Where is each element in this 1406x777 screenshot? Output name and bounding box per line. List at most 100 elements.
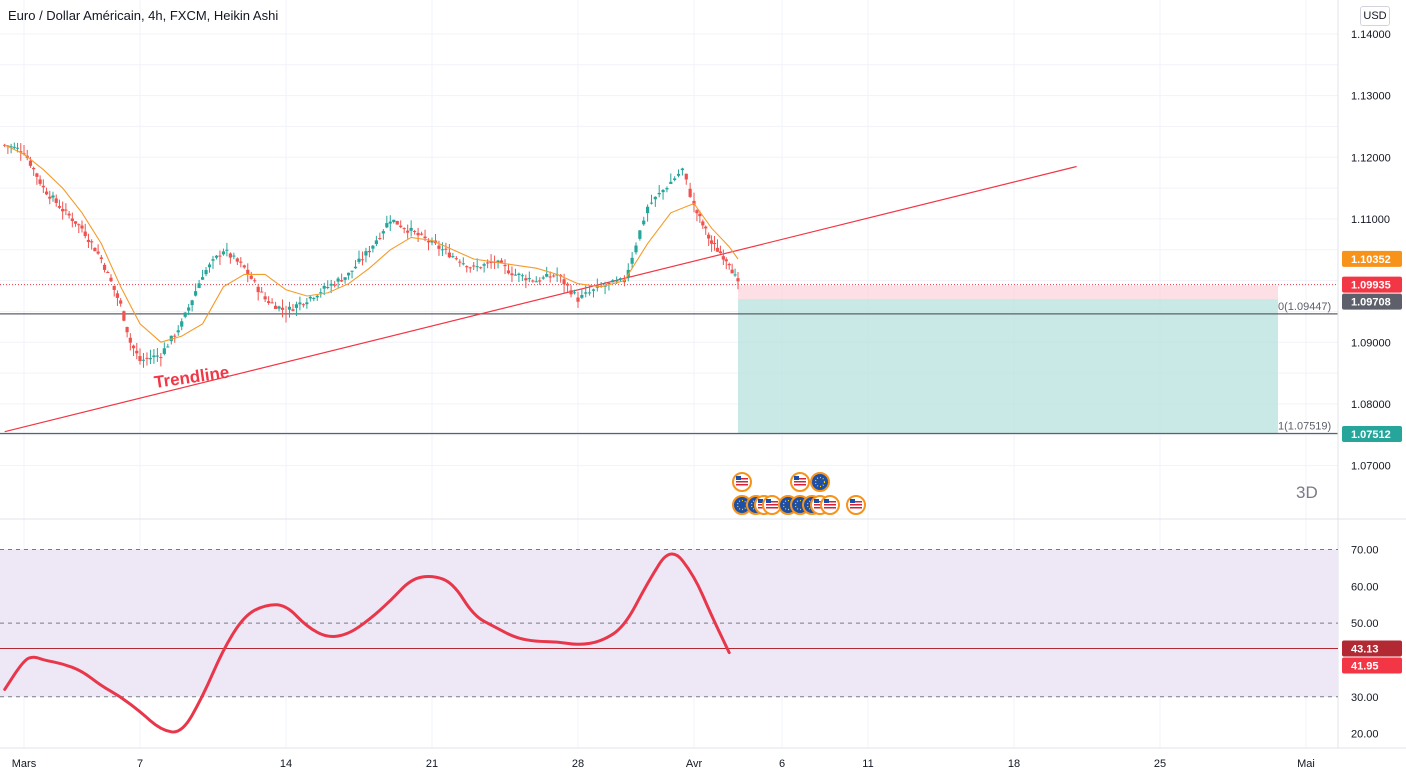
candle-body [183,312,187,317]
candle-body [701,221,705,226]
candle-body [724,259,728,262]
candle-body [301,304,305,306]
rsi-axis-tick: 60.00 [1351,581,1379,593]
candle-body [155,355,159,357]
candle-body [444,248,448,250]
candle-body [406,230,410,233]
us-event-icon[interactable] [820,495,840,515]
candle-body [736,278,740,282]
candle-body [353,266,358,269]
candle-body [496,260,500,263]
price-axis-tick: 1.08000 [1351,399,1391,411]
candle-body [135,350,139,354]
rsi-line[interactable] [3,552,731,734]
candle-body [698,213,702,217]
candle-body [284,313,288,315]
candle-body [41,185,45,188]
candle-body [461,263,465,265]
candle-body [141,359,146,361]
timeframe-label: 3D [1296,483,1318,502]
candle-body [646,206,650,214]
time-axis-tick: 25 [1154,758,1166,770]
candle-body [138,356,142,362]
candle-body [159,357,163,359]
candle-body [458,261,462,263]
candle-body [565,283,570,286]
candle-body [128,337,132,343]
price-tag [1342,426,1402,443]
candle-body [657,192,661,195]
candle-body [364,251,368,256]
candle-body [580,295,584,298]
candle-body [591,289,596,291]
candle-body [315,295,319,298]
candle-body [479,267,483,269]
take-profit-zone[interactable] [738,299,1278,434]
candle-body [572,292,577,294]
trendline-label: Trendline [153,363,230,392]
candle-body [106,271,110,273]
trendline[interactable] [4,165,1077,433]
candle-body [336,278,340,282]
candle-body [239,261,243,263]
candle-body [346,272,351,276]
time-axis-tick: Avr [686,758,703,770]
candle-body [388,221,392,224]
us-event-icon[interactable] [732,472,752,492]
candle-body [305,302,309,305]
price-axis-tick: 1.14000 [1351,29,1391,41]
candle-body [204,270,208,275]
candle-body [86,239,91,242]
time-axis-tick: 28 [572,758,584,770]
candle-body [718,251,722,254]
candle-body [584,292,588,294]
candle-body [419,233,424,235]
us-event-icon[interactable] [790,472,810,492]
candle-body [618,278,623,280]
currency-selector[interactable]: USD [1360,6,1390,26]
candle-body [343,277,347,280]
candle-body [152,355,156,358]
candle-body [423,236,427,239]
candle-body [273,305,278,309]
candle-body [440,249,445,251]
candle-body [228,253,232,258]
candle-body [166,346,170,348]
candle-body [541,277,545,279]
candle-body [704,226,708,229]
candle-body [190,300,194,306]
candle-body [173,335,177,337]
candle-body [437,245,441,249]
candle-body [576,297,580,302]
candle-body [588,292,592,294]
candle-body [277,306,281,309]
stop-loss-zone[interactable] [738,285,1278,300]
candle-body [482,264,486,266]
fib-level-1-label: 1(1.07519) [1278,421,1331,433]
time-axis-tick: 18 [1008,758,1020,770]
candle-body [109,277,113,282]
candle-body [35,173,39,177]
candle-body [360,259,365,261]
candle-body [235,258,239,262]
candle-body [402,228,406,230]
candle-body [385,223,389,228]
candle-body [378,238,382,240]
candle-body [119,300,123,304]
candle-body [520,275,524,277]
candle-body [9,146,13,148]
eu-event-icon[interactable] [810,472,830,492]
candle-body [218,255,222,257]
candle-body [712,242,717,245]
candle-body [48,196,52,199]
candle-body [381,231,385,234]
candle-body [392,219,396,222]
candle-body [267,301,271,304]
candle-body [169,335,173,342]
us-event-icon[interactable] [846,495,866,515]
candle-body [102,264,107,270]
candle-body [489,261,493,263]
rsi-axis-tick: 20.00 [1351,729,1379,741]
candle-body [472,265,476,267]
